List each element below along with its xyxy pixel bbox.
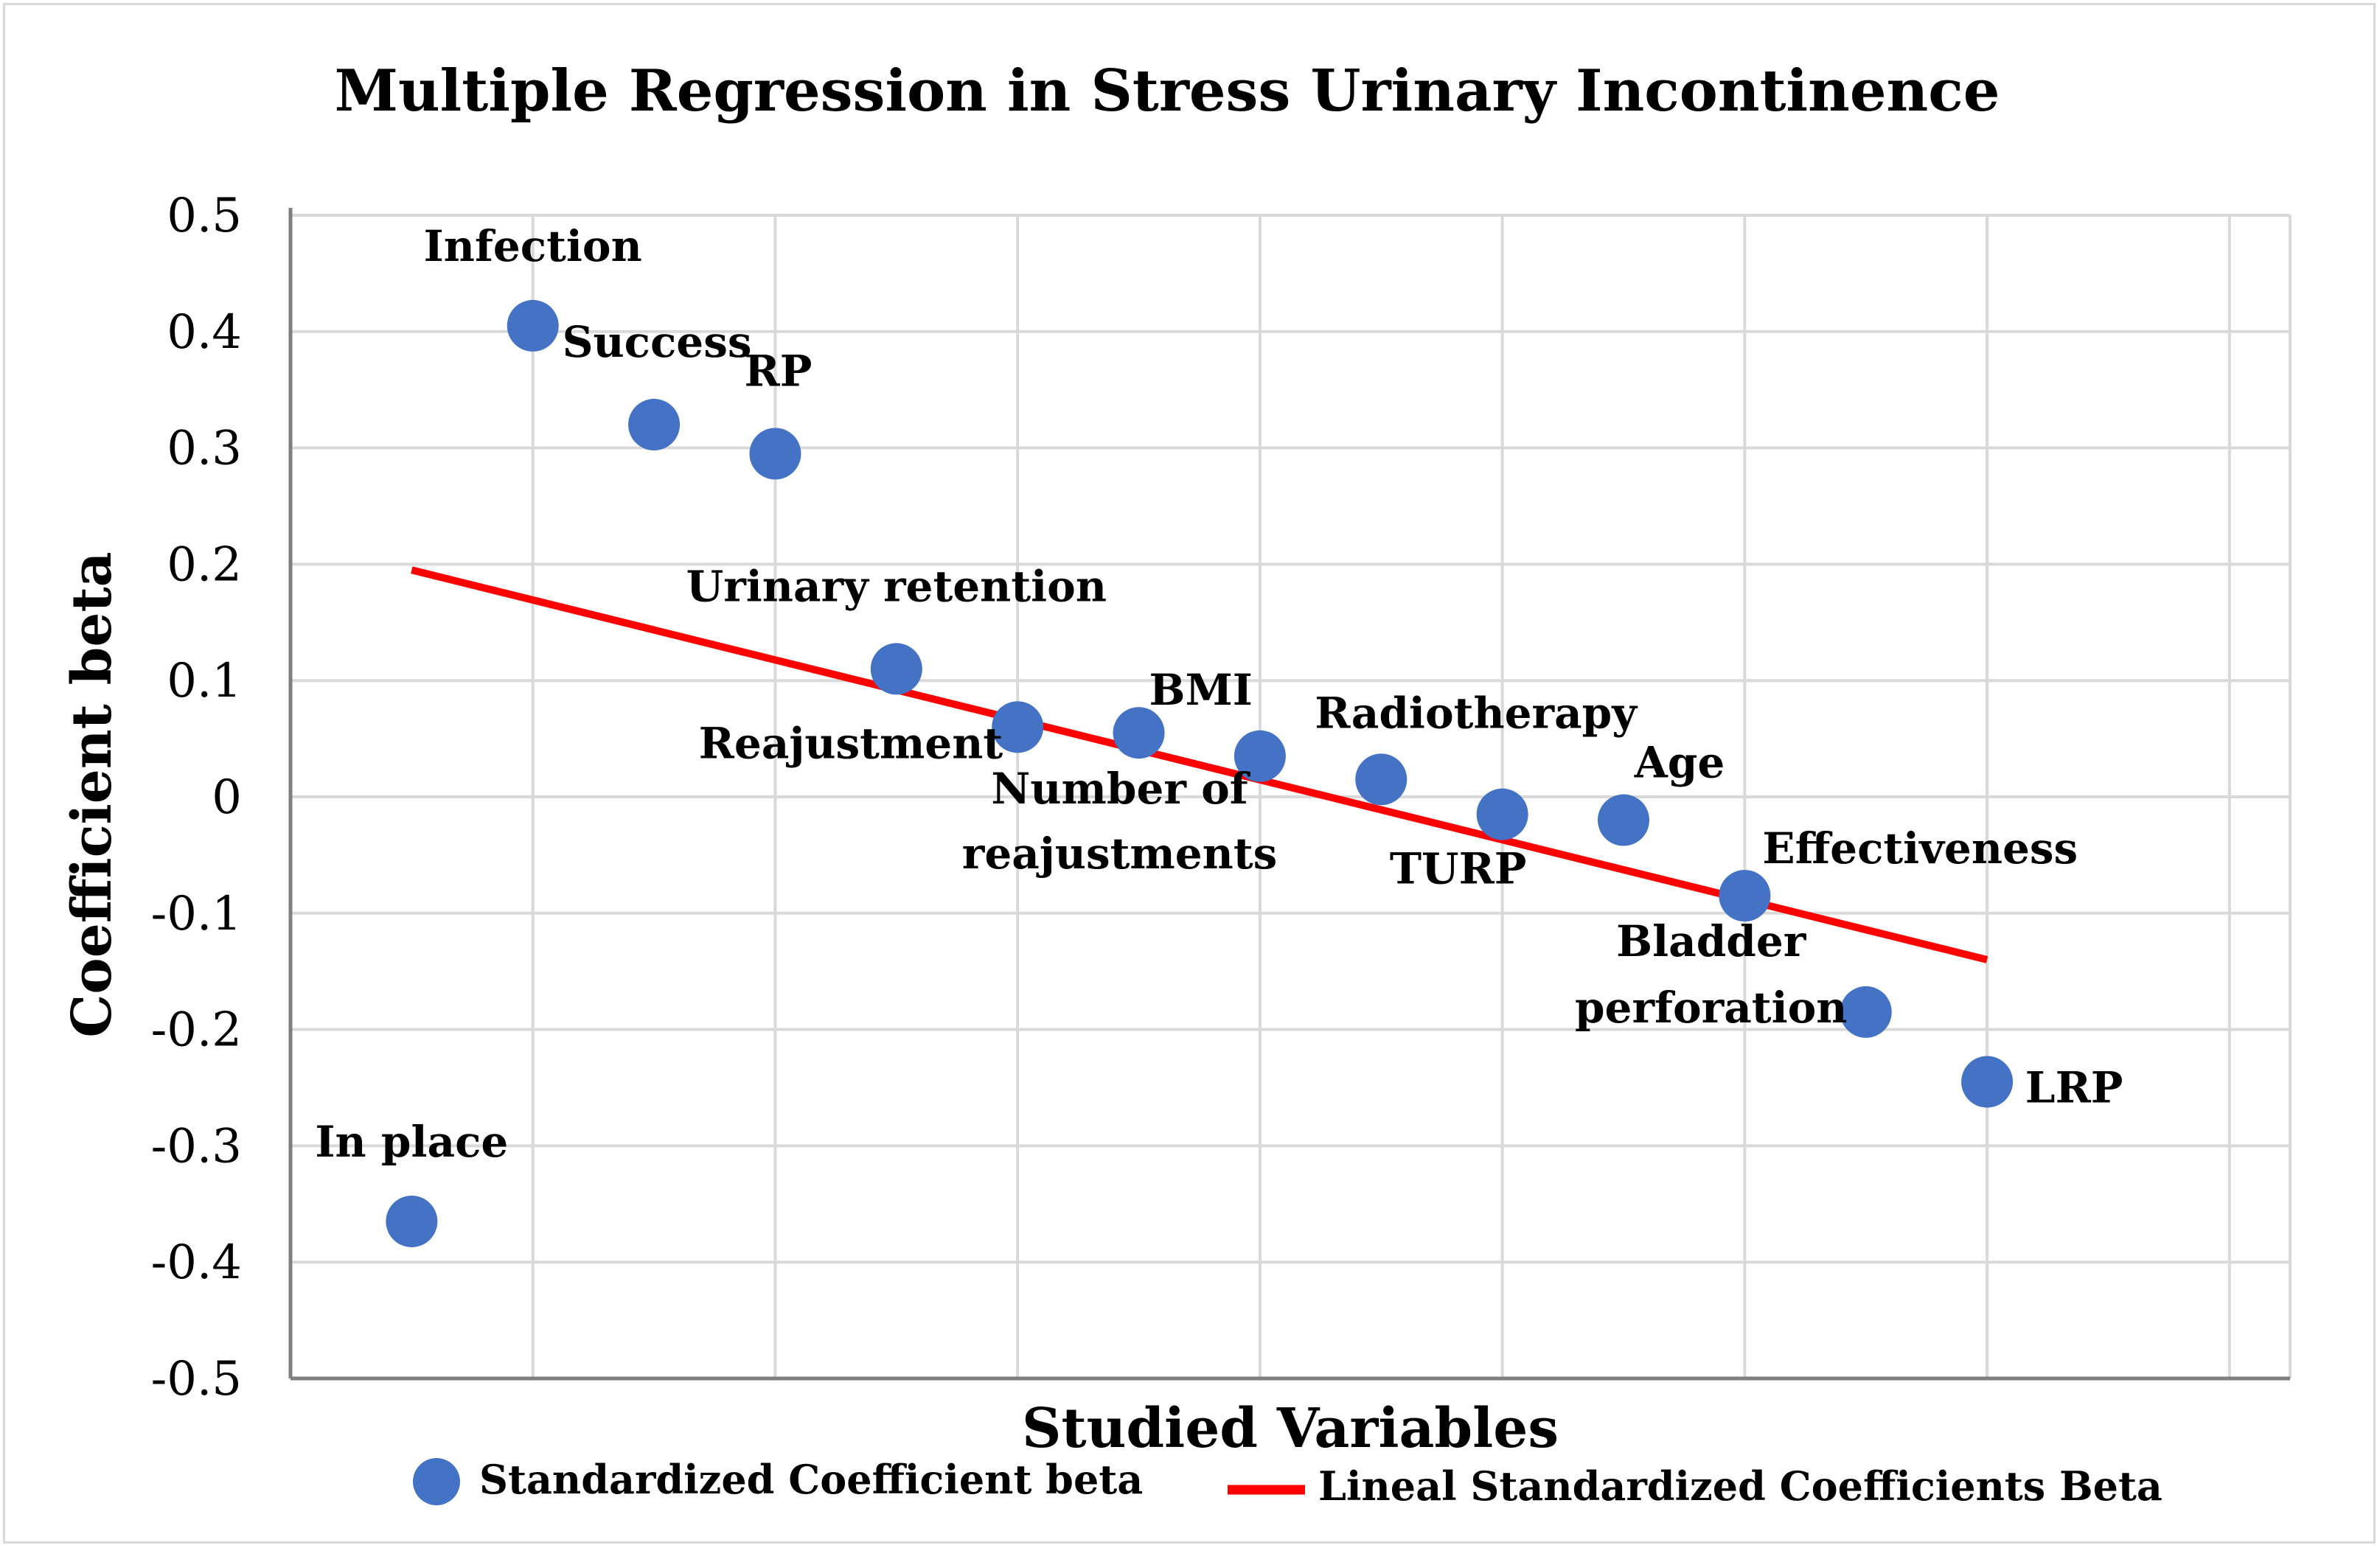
data-point	[749, 428, 801, 480]
data-label: TURP	[1390, 844, 1527, 894]
legend-label-scatter: Standardized Coefficient beta	[479, 1456, 1143, 1503]
data-label: Age	[1634, 738, 1725, 788]
data-point	[992, 701, 1044, 753]
data-point	[1840, 986, 1892, 1038]
data-point	[386, 1195, 438, 1247]
data-label: Effectiveness	[1762, 823, 2078, 874]
gridlines	[290, 214, 2290, 1380]
data-point	[1113, 707, 1165, 759]
y-tick-label: 0.1	[167, 654, 242, 708]
legend: Standardized Coefficient beta Lineal Sta…	[413, 1456, 2162, 1510]
y-axis-ticks: 0.5 0.4 0.3 0.2 0.1 0 -0.1 -0.2 -0.3 -0.4 -0.5	[151, 189, 242, 1406]
data-point	[1355, 753, 1408, 806]
data-label: LRP	[2025, 1063, 2123, 1113]
y-tick-label: -0.1	[151, 887, 242, 941]
chart-frame	[3, 3, 2376, 1544]
data-label: Infection	[424, 221, 642, 271]
y-tick-label: 0	[212, 770, 242, 825]
x-axis-title: Studied Variables	[1022, 1397, 1559, 1460]
data-label: BMI	[1149, 665, 1253, 715]
y-tick-label: -0.3	[151, 1119, 242, 1174]
data-point	[1598, 794, 1649, 846]
data-label: Urinary retention	[686, 561, 1107, 611]
data-point	[628, 399, 681, 451]
data-label: Bladder perforation	[1575, 916, 1847, 1033]
data-label: RP	[745, 346, 813, 396]
data-point	[507, 299, 559, 352]
y-tick-label: 0.3	[167, 422, 242, 476]
data-label: In place	[315, 1117, 508, 1167]
data-label: Success	[563, 317, 752, 367]
data-label: Number of reajustments	[962, 764, 1278, 879]
y-tick-label: -0.4	[151, 1235, 242, 1290]
data-point	[1719, 870, 1771, 922]
y-tick-label: -0.2	[151, 1003, 242, 1058]
data-point	[1961, 1056, 2014, 1108]
y-axis-title: Coefficient beta	[60, 551, 124, 1037]
chart-title: Multiple Regression in Stress Urinary In…	[335, 57, 2000, 125]
legend-marker-scatter	[413, 1458, 460, 1505]
data-point	[870, 643, 922, 695]
y-tick-label: 0.5	[167, 189, 242, 243]
data-point	[1476, 788, 1528, 840]
axes	[288, 208, 2292, 1381]
data-label: Reajustment	[699, 718, 1003, 768]
legend-label-line: Lineal Standardized Coefficients Beta	[1318, 1462, 2162, 1510]
y-tick-label: -0.5	[151, 1352, 242, 1406]
y-tick-label: 0.4	[167, 305, 242, 360]
y-tick-label: 0.2	[167, 537, 242, 592]
data-label: Radiotherapy	[1315, 688, 1638, 738]
data-point	[1234, 730, 1286, 782]
data-points	[386, 299, 2014, 1247]
